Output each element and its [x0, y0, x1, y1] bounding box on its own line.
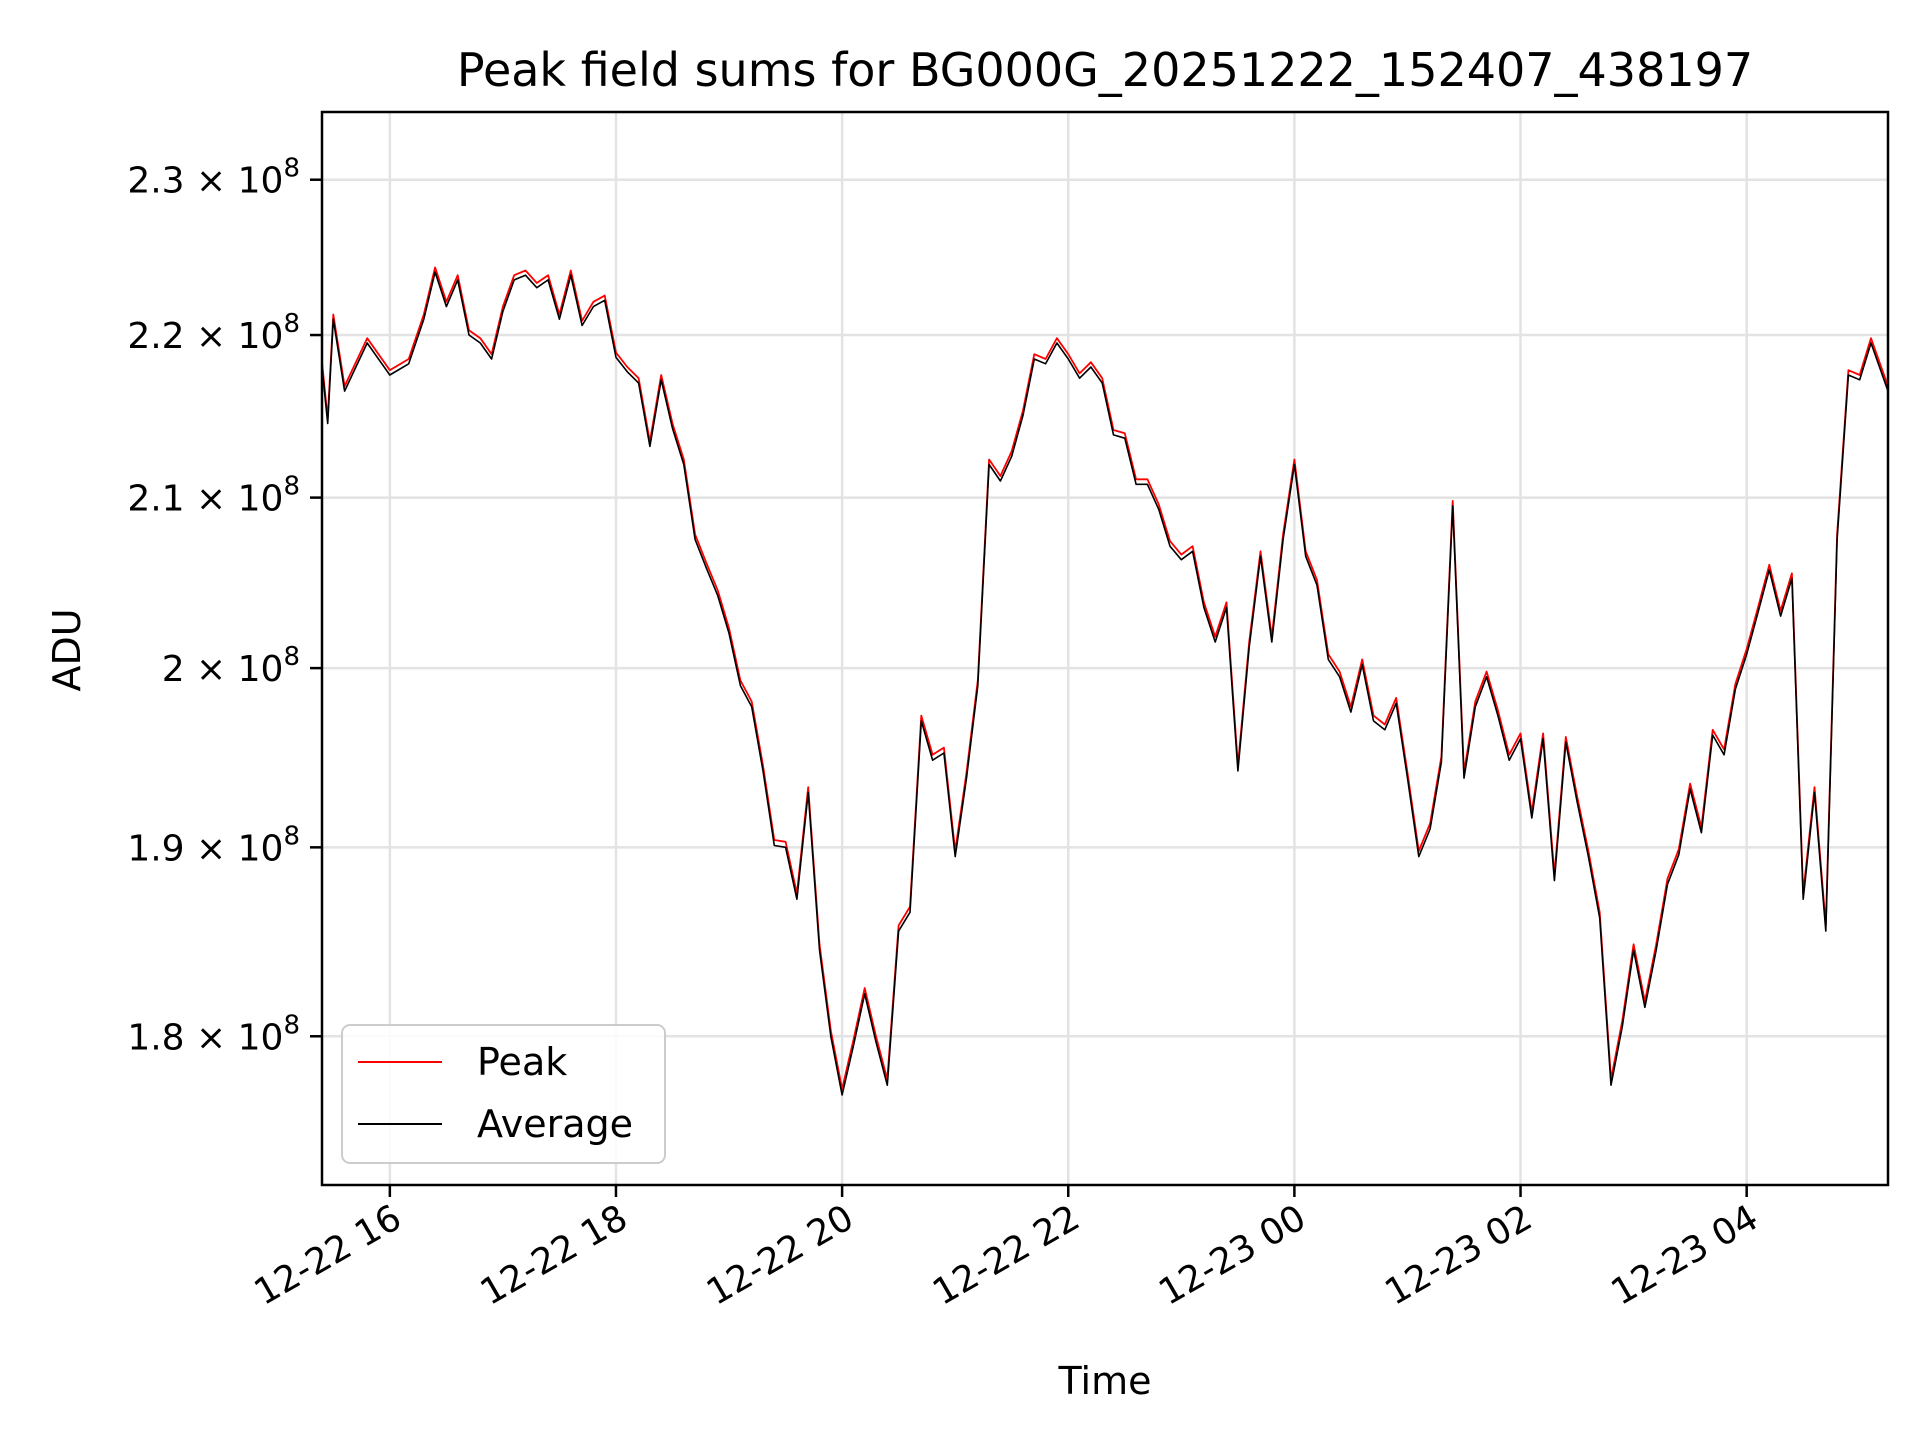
- y-tick-label: 2.1 × 108: [127, 472, 300, 520]
- series-line-peak: [321, 266, 1889, 1090]
- y-tick-label: 2.2 × 108: [127, 309, 300, 357]
- grid: [322, 112, 1888, 1185]
- y-axis-label: ADU: [45, 608, 89, 691]
- y-tick-label: 1.8 × 108: [127, 1010, 300, 1058]
- y-tick-label: 1.9 × 108: [127, 821, 300, 869]
- legend-label-average: Average: [477, 1102, 633, 1146]
- legend-label-peak: Peak: [477, 1040, 567, 1084]
- series-layer: [321, 266, 1889, 1096]
- legend: Peak Average: [341, 1024, 666, 1164]
- y-tick-label: 2.3 × 108: [127, 154, 300, 202]
- chart-title: Peak field sums for BG000G_20251222_1524…: [457, 43, 1753, 97]
- x-axis-label: Time: [1058, 1359, 1152, 1403]
- y-tick-label: 2 × 108: [162, 642, 300, 690]
- y-axis: 1.8 × 108 1.9 × 108 2 × 108 2.1 × 108 2.2 × …: [127, 154, 322, 1058]
- legend-frame: [341, 1024, 666, 1164]
- plot-frame: [320, 110, 1890, 1187]
- series-line-average: [321, 271, 1889, 1096]
